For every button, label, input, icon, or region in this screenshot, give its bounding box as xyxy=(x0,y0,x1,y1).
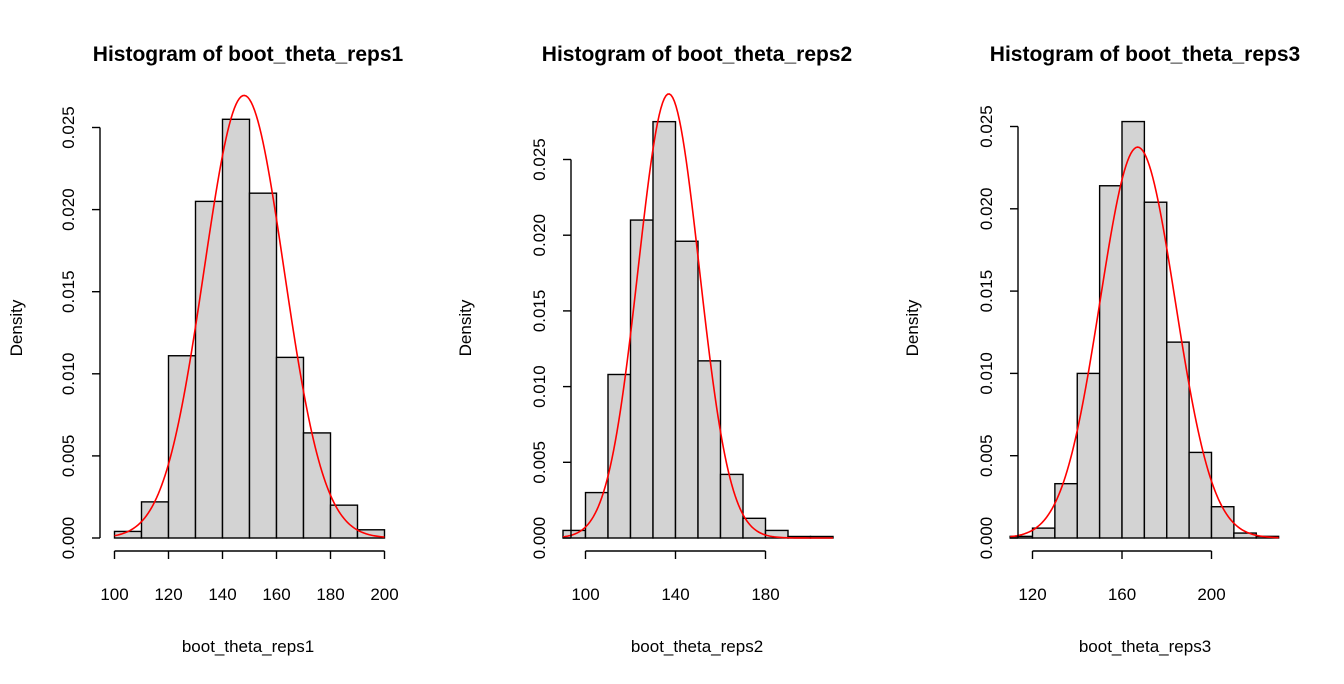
panel-3-y-axis: 0.000 0.005 0.010 0.015 0.020 0.025 xyxy=(977,105,1019,560)
y-tick-label: 0.020 xyxy=(530,214,549,257)
histogram-bar xyxy=(1143,201,1168,539)
x-tick-label: 180 xyxy=(316,585,344,604)
histogram-bar xyxy=(1076,372,1101,539)
panel-2-x-axis: 100 140 180 xyxy=(571,550,780,604)
histogram-bar xyxy=(719,473,744,539)
x-tick-label: 160 xyxy=(262,585,290,604)
y-tick-label: 0.010 xyxy=(977,352,996,395)
y-tick-label: 0.015 xyxy=(59,270,78,313)
panel-1-ylabel: Density xyxy=(7,299,26,356)
x-tick-label: 100 xyxy=(100,585,128,604)
x-tick-label: 140 xyxy=(208,585,236,604)
histogram-bar xyxy=(194,200,224,539)
histogram-bar xyxy=(275,356,305,539)
y-tick-label: 0.000 xyxy=(59,517,78,560)
histogram-bar xyxy=(248,192,278,539)
panel-1: Histogram of boot_theta_reps1 boot_theta… xyxy=(7,43,404,656)
y-tick-label: 0.020 xyxy=(977,188,996,231)
y-tick-label: 0.010 xyxy=(530,365,549,408)
y-tick-label: 0.005 xyxy=(59,435,78,478)
panel-2-bars xyxy=(562,120,834,539)
y-tick-label: 0.010 xyxy=(59,353,78,396)
x-tick-label: 100 xyxy=(571,585,599,604)
panel-2-ylabel: Density xyxy=(456,299,475,356)
histogram-bar xyxy=(1054,482,1078,539)
histogram-bar xyxy=(356,529,386,539)
x-tick-label: 180 xyxy=(751,585,779,604)
y-tick-label: 0.005 xyxy=(530,441,549,484)
histogram-bar xyxy=(674,240,699,539)
histogram-bar xyxy=(1166,341,1190,539)
y-tick-label: 0.015 xyxy=(977,270,996,313)
histogram-bar xyxy=(140,501,170,539)
histogram-bar xyxy=(221,118,251,539)
panel-1-x-axis: 100 120 140 160 180 200 xyxy=(100,550,399,604)
panel-1-bars xyxy=(113,118,386,539)
y-tick-label: 0.020 xyxy=(59,188,78,231)
y-tick-label: 0.000 xyxy=(977,517,996,560)
histogram-bar xyxy=(697,360,722,539)
histogram-bar xyxy=(607,373,632,539)
x-tick-label: 200 xyxy=(370,585,398,604)
panel-2: Histogram of boot_theta_reps2 boot_theta… xyxy=(456,43,852,656)
y-tick-label: 0.025 xyxy=(530,138,549,181)
histogram-bar xyxy=(329,504,359,539)
panel-3-density-curve xyxy=(1010,146,1279,539)
y-tick-label: 0.025 xyxy=(59,106,78,149)
panel-3-title: Histogram of boot_theta_reps3 xyxy=(990,43,1300,66)
histogram-bar xyxy=(1188,451,1213,539)
panel-1-density-curve xyxy=(114,94,385,538)
histogram-bar xyxy=(1031,527,1056,539)
histogram-bar xyxy=(584,491,609,539)
x-tick-label: 120 xyxy=(1018,585,1046,604)
panel-2-title: Histogram of boot_theta_reps2 xyxy=(542,43,852,66)
x-tick-label: 140 xyxy=(661,585,689,604)
histogram-bar xyxy=(1210,506,1235,539)
panel-1-y-axis: 0.000 0.005 0.010 0.015 0.020 0.025 xyxy=(59,106,101,560)
y-tick-label: 0.015 xyxy=(530,290,549,333)
histogram-bar xyxy=(652,120,677,539)
panel-2-y-axis: 0.000 0.005 0.010 0.015 0.020 0.025 xyxy=(530,138,572,560)
y-tick-label: 0.005 xyxy=(977,434,996,477)
histogram-bar xyxy=(1121,120,1146,539)
y-tick-label: 0.025 xyxy=(977,105,996,148)
panel-2-xlabel: boot_theta_reps2 xyxy=(631,637,763,656)
y-tick-label: 0.000 xyxy=(530,517,549,560)
x-tick-label: 120 xyxy=(154,585,182,604)
x-tick-label: 200 xyxy=(1197,585,1225,604)
panel-3-x-axis: 120 160 200 xyxy=(1018,550,1226,604)
panel-1-xlabel: boot_theta_reps1 xyxy=(182,637,314,656)
panel-2-density-curve xyxy=(562,93,833,539)
panel-1-title: Histogram of boot_theta_reps1 xyxy=(93,43,404,66)
x-tick-label: 160 xyxy=(1108,585,1136,604)
panel-3: Histogram of boot_theta_reps3 boot_theta… xyxy=(903,43,1300,656)
panel-3-ylabel: Density xyxy=(903,299,922,356)
histogram-bar xyxy=(629,219,654,539)
panel-3-xlabel: boot_theta_reps3 xyxy=(1079,637,1211,656)
